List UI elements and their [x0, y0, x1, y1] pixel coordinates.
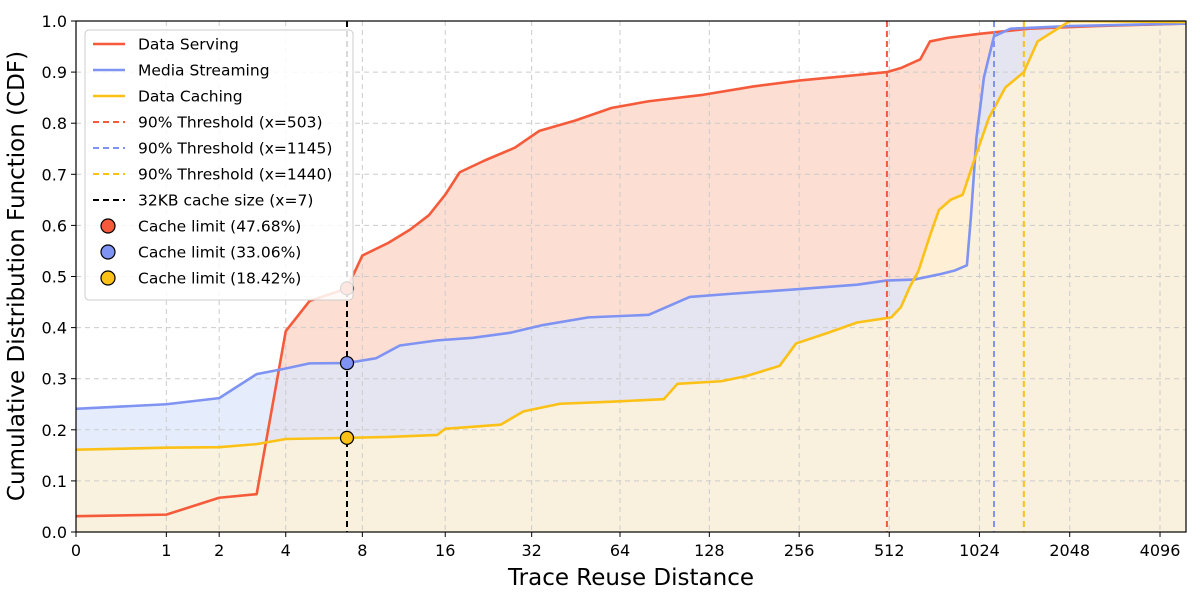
- x-tick-label-0: 0: [71, 541, 81, 560]
- legend-label: Cache limit (47.68%): [138, 218, 301, 236]
- legend-entry-32kb-cache-size-x-7: 32KB cache size (x=7): [93, 192, 313, 210]
- x-tick-label-2: 2: [214, 541, 224, 560]
- legend-label: 90% Threshold (x=1145): [138, 140, 332, 158]
- legend-entry-cache-limit-33-06: Cache limit (33.06%): [100, 244, 301, 262]
- series-line-data-caching: [76, 21, 1186, 452]
- legend-label: Media Streaming: [138, 62, 270, 80]
- x-tick-label-4: 4: [281, 541, 291, 560]
- y-tick-label-0.8: 0.8: [42, 114, 67, 133]
- legend-entry-90-threshold-x-1440: 90% Threshold (x=1440): [93, 166, 332, 184]
- marker-cache-limit-18-42: [339, 430, 355, 445]
- legend-swatch: [100, 270, 116, 286]
- legend-label: Cache limit (18.42%): [138, 270, 301, 288]
- marker-cache-limit-33-06: [339, 355, 355, 371]
- x-tick-label-1: 1: [161, 541, 171, 560]
- y-tick-label-0.0: 0.0: [42, 523, 67, 542]
- y-tick-label-0.5: 0.5: [42, 268, 67, 287]
- x-tick-label-16: 16: [435, 541, 455, 560]
- legend-label: 90% Threshold (x=1440): [138, 166, 332, 184]
- legend-entry-data-caching: Data Caching: [93, 88, 243, 106]
- y-tick-label-0.2: 0.2: [42, 421, 67, 440]
- legend-label: 90% Threshold (x=503): [138, 114, 323, 132]
- y-tick-label-0.3: 0.3: [42, 370, 67, 389]
- x-tick-label-4096: 4096: [1140, 541, 1181, 560]
- legend-box: [84, 29, 354, 301]
- legend-entry-media-streaming: Media Streaming: [93, 62, 270, 80]
- legend-label: 32KB cache size (x=7): [138, 192, 313, 210]
- legend-label: Cache limit (33.06%): [138, 244, 301, 262]
- y-axis-label: Cumulative Distribution Function (CDF): [4, 51, 30, 501]
- y-tick-label-0.1: 0.1: [42, 472, 67, 491]
- x-axis-label: Trace Reuse Distance: [507, 565, 754, 591]
- x-tick-label-2048: 2048: [1049, 541, 1090, 560]
- x-tick-label-1024: 1024: [959, 541, 1000, 560]
- legend-entry-cache-limit-18-42: Cache limit (18.42%): [100, 270, 301, 288]
- x-tick-label-8: 8: [357, 541, 367, 560]
- x-tick-label-32: 32: [521, 541, 541, 560]
- legend-entry-90-threshold-x-1145: 90% Threshold (x=1145): [93, 140, 332, 158]
- y-tick-label-1.0: 1.0: [42, 12, 67, 31]
- legend-label: Data Serving: [138, 36, 239, 54]
- legend-entry-cache-limit-47-68: Cache limit (47.68%): [100, 218, 301, 236]
- y-tick-label-0.6: 0.6: [42, 216, 67, 235]
- x-tick-label-128: 128: [694, 541, 725, 560]
- x-tick-label-256: 256: [784, 541, 815, 560]
- y-tick-label-0.4: 0.4: [42, 319, 67, 338]
- y-tick-label-0.9: 0.9: [42, 63, 67, 82]
- legend: Data Serving Media Streaming Data Caching 9…: [84, 29, 354, 301]
- y-tick-label-0.7: 0.7: [42, 165, 67, 184]
- series-fills: [76, 21, 1186, 532]
- legend-swatch: [100, 244, 116, 260]
- series-fill-data-caching: [76, 21, 1186, 532]
- legend-entry-90-threshold-x-503: 90% Threshold (x=503): [93, 114, 323, 132]
- x-tick-label-64: 64: [610, 541, 630, 560]
- x-tick-label-512: 512: [874, 541, 905, 560]
- legend-swatch: [100, 218, 116, 234]
- series-line-media-streaming: [76, 22, 1186, 411]
- legend-entry-data-serving: Data Serving: [93, 36, 239, 54]
- x-axis-ticks: 0 1 2 4 8 16 32 64 128 256 512 1024 2048 4096: [71, 532, 1180, 560]
- y-axis-ticks: 0.0 0.1 0.2 0.3 0.4 0.5 0.6 0.7 0.8 0.9 1.0: [42, 12, 76, 542]
- legend-label: Data Caching: [138, 88, 243, 106]
